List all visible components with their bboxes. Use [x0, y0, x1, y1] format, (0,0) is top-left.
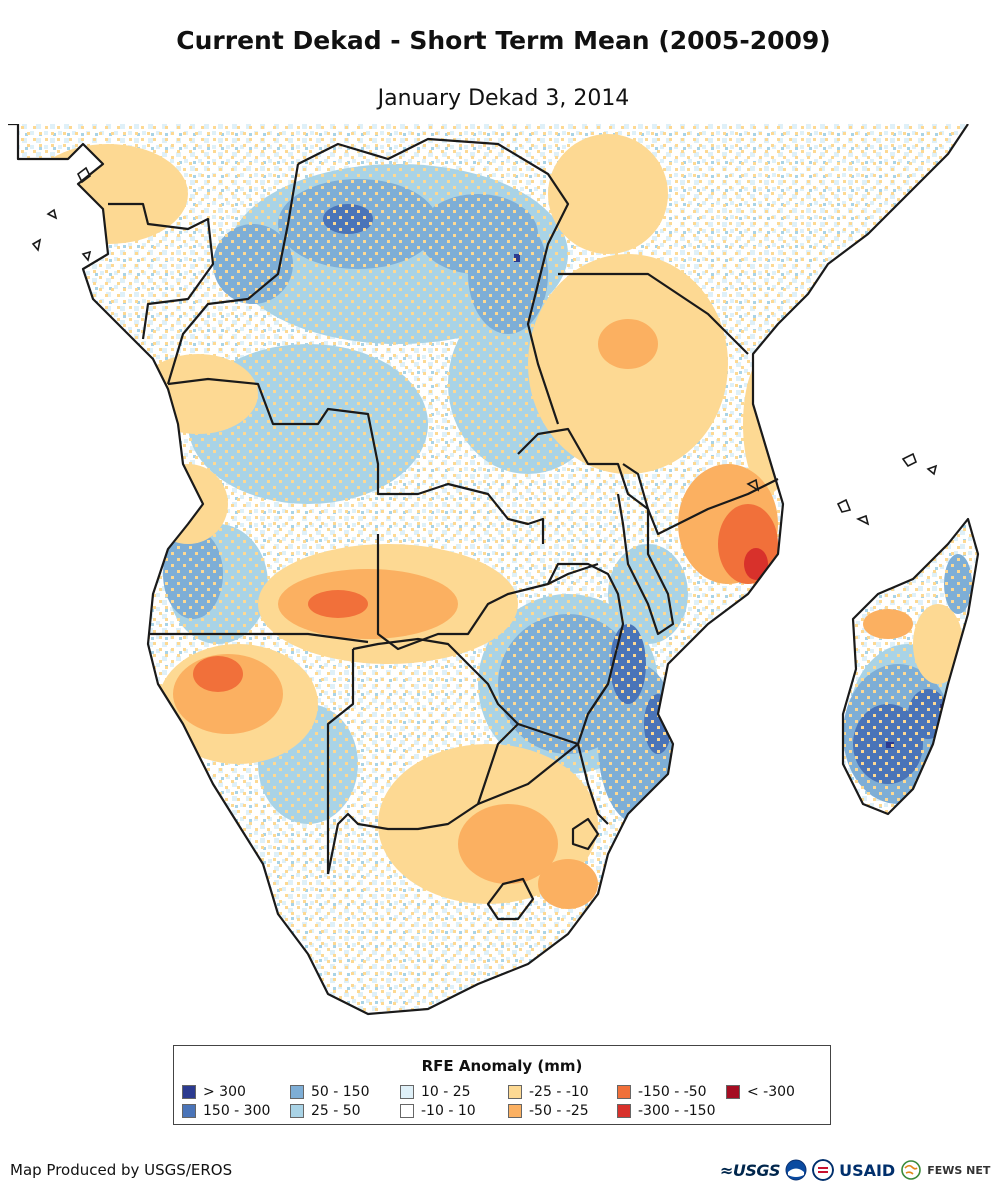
- legend-label: < -300: [747, 1084, 795, 1100]
- legend-label: -25 - -10: [529, 1084, 589, 1100]
- legend-item-150-300: 150 - 300: [182, 1103, 270, 1119]
- legend-label: 10 - 25: [421, 1084, 471, 1100]
- legend-label: 25 - 50: [311, 1103, 361, 1119]
- legend-item-25-50: 25 - 50: [290, 1103, 361, 1119]
- legend-swatch: [617, 1085, 631, 1099]
- legend-item-10-25: 10 - 25: [400, 1084, 471, 1100]
- legend-item-minus-50-25: -50 - -25: [508, 1103, 589, 1119]
- legend-swatch: [182, 1085, 196, 1099]
- legend-label: > 300: [203, 1084, 246, 1100]
- map-subtitle: January Dekad 3, 2014: [377, 86, 630, 111]
- noaa-logo-icon: [785, 1159, 807, 1181]
- legend-swatch: [508, 1104, 522, 1118]
- legend-swatch: [290, 1085, 304, 1099]
- legend-label: -150 - -50: [638, 1084, 707, 1100]
- legend-label: 50 - 150: [311, 1084, 370, 1100]
- map-title: Current Dekad - Short Term Mean (2005-20…: [176, 26, 831, 55]
- legend-swatch: [508, 1085, 522, 1099]
- legend-item-neutral: -10 - 10: [400, 1103, 476, 1119]
- legend-title: RFE Anomaly (mm): [421, 1057, 583, 1075]
- legend-label: 150 - 300: [203, 1103, 271, 1119]
- legend-panel: RFE Anomaly (mm) > 300 150 - 300 50 - 15…: [173, 1045, 831, 1125]
- legend-swatch: [400, 1104, 414, 1118]
- legend-label: -50 - -25: [529, 1103, 589, 1119]
- legend-item-lt-minus-300: < -300: [726, 1084, 795, 1100]
- legend-item-minus-300-150: -300 - -150: [617, 1103, 716, 1119]
- legend-item-minus-25-10: -25 - -10: [508, 1084, 589, 1100]
- legend-swatch: [726, 1085, 740, 1099]
- map-credit: Map Produced by USGS/EROS: [10, 1161, 233, 1179]
- usaid-logo: USAID: [839, 1160, 896, 1180]
- partner-logos: ≈USGS USAID FEWS NET: [720, 1156, 990, 1184]
- usgs-logo: ≈USGS: [720, 1160, 781, 1180]
- legend-swatch: [290, 1104, 304, 1118]
- legend-swatch: [182, 1104, 196, 1118]
- legend-item-minus-150-50: -150 - -50: [617, 1084, 707, 1100]
- legend-label: -10 - 10: [421, 1103, 476, 1119]
- legend-item-50-150: 50 - 150: [290, 1084, 370, 1100]
- usaid-seal-icon: [812, 1159, 835, 1181]
- legend-swatch: [617, 1104, 631, 1118]
- legend-item-gt-300: > 300: [182, 1084, 246, 1100]
- globe-icon: [901, 1160, 922, 1180]
- fews-net-logo: FEWS NET: [927, 1163, 991, 1177]
- rainfall-anomaly-map: [8, 124, 980, 1016]
- legend-label: -300 - -150: [638, 1103, 716, 1119]
- legend-swatch: [400, 1085, 414, 1099]
